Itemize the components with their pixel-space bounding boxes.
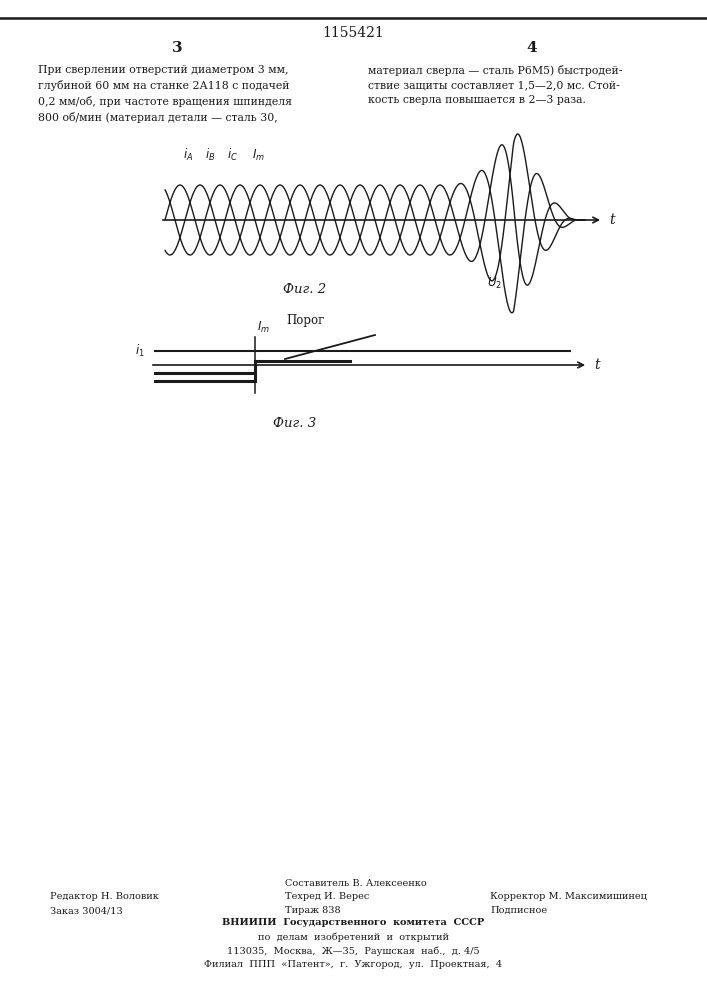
Text: Филиал  ППП  «Патент»,  г.  Ужгород,  ул.  Проектная,  4: Филиал ППП «Патент», г. Ужгород, ул. Про… xyxy=(204,960,502,969)
Text: 3: 3 xyxy=(172,41,182,55)
Text: $i_C$: $i_C$ xyxy=(226,147,238,163)
Text: Подписное: Подписное xyxy=(490,906,547,915)
Text: Тираж 838: Тираж 838 xyxy=(285,906,341,915)
Text: $I_m$: $I_m$ xyxy=(257,320,270,335)
Text: 113035,  Москва,  Ж—35,  Раушская  наб.,  д. 4/5: 113035, Москва, Ж—35, Раушская наб., д. … xyxy=(227,946,479,956)
Text: Порог: Порог xyxy=(286,314,324,327)
Text: $i_B$: $i_B$ xyxy=(205,147,215,163)
Text: Фиг. 3: Фиг. 3 xyxy=(274,417,317,430)
Text: $i_1$: $i_1$ xyxy=(135,343,145,359)
Text: ВНИИПИ  Государственного  комитета  СССР: ВНИИПИ Государственного комитета СССР xyxy=(222,918,484,927)
Text: При сверлении отверстий диаметром 3 мм,
глубиной 60 мм на станке 2А118 с подачей: При сверлении отверстий диаметром 3 мм, … xyxy=(38,65,292,123)
Text: Корректор М. Максимишинец: Корректор М. Максимишинец xyxy=(490,892,647,901)
Text: Составитель В. Алексеенко: Составитель В. Алексеенко xyxy=(285,879,427,888)
Text: Заказ 3004/13: Заказ 3004/13 xyxy=(50,906,123,915)
Text: $i_A$: $i_A$ xyxy=(183,147,193,163)
Text: материал сверла — сталь Р6М5) быстродей-
ствие защиты составляет 1,5—2,0 мс. Сто: материал сверла — сталь Р6М5) быстродей-… xyxy=(368,65,622,105)
Text: Фиг. 2: Фиг. 2 xyxy=(284,283,327,296)
Text: $I_m$: $I_m$ xyxy=(252,148,264,163)
Text: 1155421: 1155421 xyxy=(322,26,384,40)
Text: по  делам  изобретений  и  открытий: по делам изобретений и открытий xyxy=(257,932,448,942)
Text: 4: 4 xyxy=(527,41,537,55)
Text: Техред И. Верес: Техред И. Верес xyxy=(285,892,369,901)
Text: t: t xyxy=(594,358,600,372)
Text: t: t xyxy=(609,213,614,227)
Text: Редактор Н. Воловик: Редактор Н. Воловик xyxy=(50,892,159,901)
Text: $U_2$: $U_2$ xyxy=(488,275,503,291)
